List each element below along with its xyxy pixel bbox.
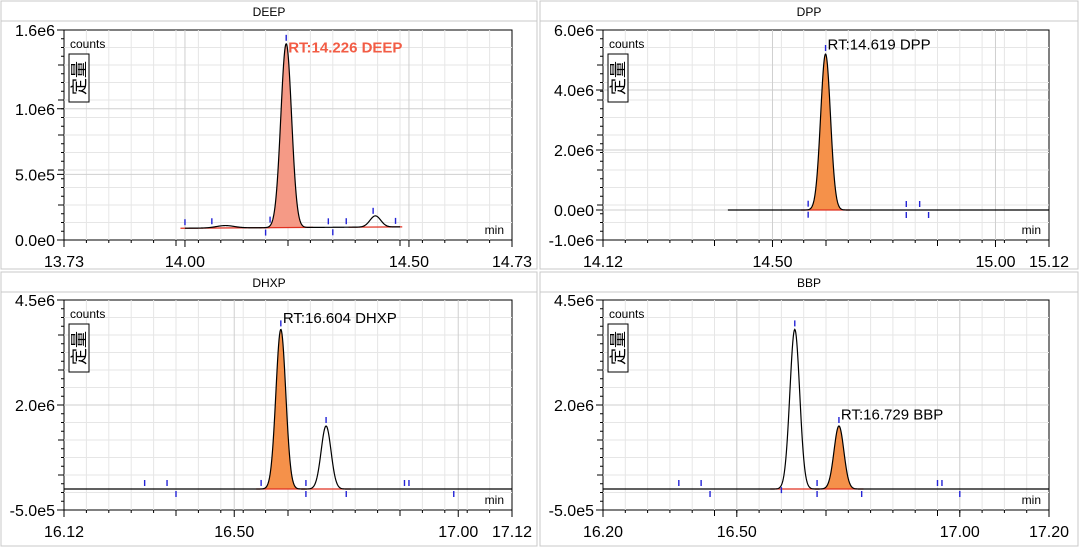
x-tick-label: 14.50 (752, 254, 792, 271)
y-tick-label: 6.0e6 (554, 23, 594, 40)
y-tick-label: 0.0e0 (15, 233, 55, 250)
y-tick-label: 4.5e6 (15, 293, 55, 310)
chart-panel-dhxp: DHXP -5.0e5 2.0e6 4.5e6 16.12 16.50 17.00 17.12… (1, 272, 537, 546)
y-axis-label: counts (70, 307, 105, 321)
x-tick-label: 14.73 (492, 254, 532, 271)
y-tick-label: 2.0e6 (15, 398, 55, 415)
x-tick-label: 15.00 (975, 254, 1015, 271)
panel-title: DEEP (253, 5, 286, 19)
y-tick-label: 2.0e6 (554, 398, 594, 415)
y-tick-label: -5.0e5 (549, 503, 594, 520)
y-axis-label: counts (609, 307, 644, 321)
x-tick-label: 17.00 (940, 524, 980, 541)
x-tick-label: 14.12 (583, 254, 623, 271)
x-tick-label: 14.50 (389, 254, 429, 271)
y-axis-label: counts (70, 37, 105, 51)
x-tick-label: 16.50 (214, 524, 254, 541)
y-tick-label: 0.0e0 (554, 203, 594, 220)
x-axis-label: min (485, 493, 504, 507)
y-tick-label: 2.0e6 (554, 143, 594, 160)
y-tick-label: 1.0e6 (15, 102, 55, 119)
y-axis-label: counts (609, 37, 644, 51)
peak-annotation: RT:16.604 DHXP (283, 310, 397, 327)
panel-title: DHXP (252, 276, 285, 290)
y-tick-label: 4.5e6 (554, 293, 594, 310)
x-axis-label: min (1022, 493, 1041, 507)
y-tick-label: -5.0e5 (10, 503, 55, 520)
x-tick-label: 13.73 (44, 254, 84, 271)
x-tick-label: 16.50 (717, 524, 757, 541)
peak-annotation: RT:16.729 BBP (841, 407, 943, 424)
y-label-box-text: 定量 (609, 331, 628, 365)
y-tick-label: 5.0e5 (15, 167, 55, 184)
x-axis-label: min (1022, 223, 1041, 237)
x-axis-label: min (485, 223, 504, 237)
x-tick-label: 17.00 (438, 524, 478, 541)
x-tick-label: 16.20 (583, 524, 623, 541)
chart-panel-bbp: BBP -5.0e5 2.0e6 4.5e6 16.20 16.50 17.00 17.20 c… (540, 272, 1078, 546)
y-label-box-text: 定量 (70, 331, 89, 365)
panel-title: DPP (797, 5, 822, 19)
x-tick-label: 16.12 (44, 524, 84, 541)
y-tick-label: 4.0e6 (554, 83, 594, 100)
peak-annotation: RT:14.226 DEEP (288, 39, 402, 56)
y-label-box-text: 定量 (609, 61, 628, 95)
x-tick-label: 17.20 (1029, 524, 1069, 541)
chart-panel-dpp: DPP -1.0e6 0.0e0 2.0e6 4.0e6 6.0e6 14.12 14.50 1… (540, 1, 1078, 271)
x-tick-label: 14.00 (165, 254, 205, 271)
peak-annotation: RT:14.619 DPP (828, 37, 931, 54)
x-tick-label: 15.12 (1029, 254, 1069, 271)
y-tick-label: -1.0e6 (549, 233, 594, 250)
panel-title: BBP (797, 276, 821, 290)
y-tick-label: 1.6e6 (15, 23, 55, 40)
grid (603, 300, 1049, 510)
x-tick-label: 17.12 (492, 524, 532, 541)
chart-panel-deep: DEEP 0.0e0 5.0e5 1.0e6 1.6e6 13.73 14.00 14.50 1… (1, 1, 537, 271)
y-label-box-text: 定量 (70, 61, 89, 95)
